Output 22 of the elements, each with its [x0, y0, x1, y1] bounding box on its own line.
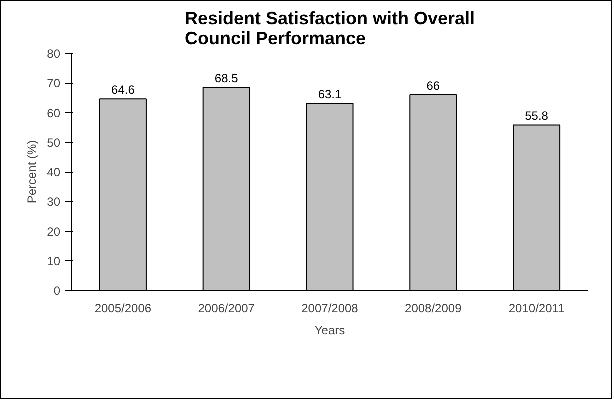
data-label: 68.5: [214, 72, 239, 86]
y-tick-label: 20: [47, 224, 61, 239]
data-label: 55.8: [525, 109, 549, 124]
x-tick-label: 2005/2006: [94, 302, 152, 316]
y-axis-title: Percent (%): [25, 140, 40, 204]
y-tick-label: 50: [47, 136, 61, 150]
data-label: 66: [426, 78, 440, 93]
x-tick-label: 2010/2011: [508, 302, 566, 316]
y-tick-label: 10: [47, 254, 61, 268]
y-tick-label: 0: [54, 284, 61, 298]
y-tick-label: 60: [47, 106, 61, 120]
data-label: 64.6: [112, 83, 136, 98]
x-tick-label: 2008/2009: [405, 302, 462, 316]
y-tick-label: 40: [47, 166, 61, 180]
y-tick-label: 70: [47, 76, 61, 91]
y-tick-label: 80: [47, 47, 61, 61]
data-label: 63.1: [318, 88, 342, 102]
x-tick-label: 2006/2007: [198, 302, 256, 316]
x-tick-label: 2007/2008: [302, 302, 359, 316]
x-axis-title: Years: [314, 324, 346, 338]
y-tick-label: 30: [47, 195, 61, 210]
chart-title: Resident Satisfaction with Overall Council Performance: [184, 8, 476, 48]
